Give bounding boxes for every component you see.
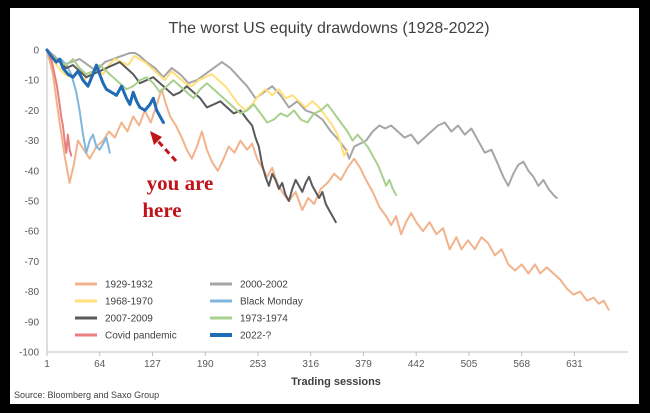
legend: 1929-1932 2000-2002 1968-1970 Black Monday 2… [75, 280, 303, 342]
x-axis-label: Trading sessions [291, 376, 381, 388]
annotation-text-line1: you are [147, 171, 214, 195]
source-note: Source: Bloomberg and Saxo Group [14, 390, 159, 400]
x-tick-label: 64 [94, 359, 106, 370]
chart-panel [10, 8, 639, 404]
series-line-2022 [45, 48, 165, 124]
x-tick-label: 379 [355, 359, 372, 370]
legend-label: 2007-2009 [105, 314, 153, 325]
x-tick-label: 631 [566, 359, 583, 370]
y-tick-label: -50 [25, 197, 40, 208]
annotation-arrow-shaft [155, 138, 178, 163]
series-line-1973-1974 [46, 49, 398, 196]
series-layer [45, 48, 610, 311]
y-tick-label: -10 [25, 76, 40, 87]
y-tick-label: 0 [33, 46, 39, 57]
y-tick-label: -80 [25, 287, 40, 298]
legend-label: 1973-1974 [240, 314, 288, 325]
x-tick-label: 190 [197, 359, 214, 370]
x-tick-label: 127 [144, 359, 161, 370]
x-tick-label: 1 [44, 359, 50, 370]
axes: 0 -10 -20 -30 -40 -50 -60 -70 -80 -90 -100 1 64 127 19… [19, 46, 628, 370]
chart-title: The worst US equity drawdowns (1928-2022… [168, 20, 489, 37]
x-tick-label: 442 [408, 359, 425, 370]
legend-label: 2022-? [240, 331, 272, 342]
y-tick-label: -90 [25, 317, 40, 328]
x-tick-label: 316 [302, 359, 319, 370]
series-line-covid-pandemic [46, 49, 73, 157]
series-line-2007-2009 [46, 49, 337, 224]
x-tick-label: 505 [461, 359, 478, 370]
series-line-1929-1932 [46, 49, 610, 311]
x-tick-label: 568 [513, 359, 530, 370]
series-line-2000-2002 [46, 49, 558, 199]
y-tick-label: -100 [19, 348, 39, 359]
y-tick-label: -70 [25, 257, 40, 268]
x-tick-label: 253 [250, 359, 267, 370]
y-tick-label: -30 [25, 136, 40, 147]
y-tick-label: -60 [25, 227, 40, 238]
annotation-text-line2: here [142, 198, 181, 222]
legend-label: 2000-2002 [240, 280, 288, 291]
legend-label: Black Monday [240, 297, 303, 308]
legend-label: 1929-1932 [105, 280, 153, 291]
you-are-here-annotation: you are here [142, 131, 213, 222]
y-tick-label: -20 [25, 106, 40, 117]
legend-label: 1968-1970 [105, 297, 153, 308]
annotation-arrow-head [150, 131, 162, 145]
y-tick-label: -40 [25, 166, 40, 177]
legend-label: Covid pandemic [105, 331, 177, 342]
